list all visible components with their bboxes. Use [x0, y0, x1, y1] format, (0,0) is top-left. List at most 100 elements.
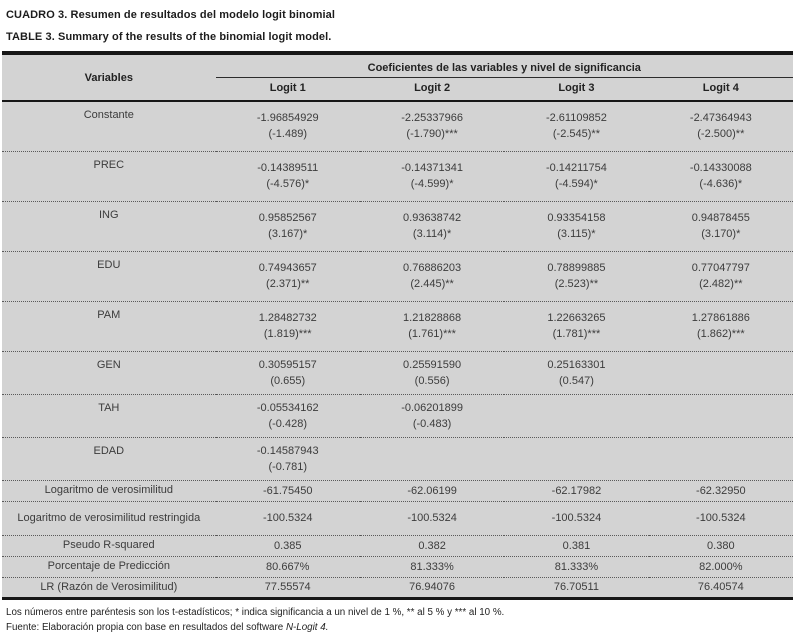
t-statistic: (1.819)*** — [263, 328, 312, 340]
statistic-name: Logaritmo de verosimilitud — [44, 484, 173, 496]
coef-cell: 0.93638742 (3.114)* — [360, 201, 504, 251]
coef-cell: 1.27861886 (1.862)*** — [649, 301, 793, 351]
coef-cell: -0.05534162 (-0.428) — [216, 394, 360, 437]
coef-cell: -0.14587943 (-0.781) — [216, 437, 360, 480]
statistic-value: -62.17982 — [551, 484, 602, 497]
coefficient-value: 0.93354158 — [547, 212, 606, 224]
coefficient-value: 1.27861886 — [691, 312, 750, 324]
coefficient-value: -0.14211754 — [545, 162, 607, 174]
t-statistic: (2.523)** — [554, 278, 599, 290]
coef-cell: 0.30595157 (0.655) — [216, 351, 360, 394]
table-row-log-likelihood: Logaritmo de verosimilitud -61.75450 -62… — [2, 480, 793, 501]
statistic-value: -100.5324 — [262, 512, 313, 524]
coef-cell: 0.77047797 (2.482)** — [649, 251, 793, 301]
statistic-value: 76.40574 — [697, 581, 744, 593]
statistic-value: 0.382 — [418, 539, 446, 552]
statistic-value: -100.5324 — [696, 512, 746, 524]
t-statistic: (2.371)** — [266, 278, 310, 290]
coefficient-value: 0.25163301 — [547, 358, 606, 371]
coefficient-value: 0.93638742 — [403, 212, 462, 224]
coef-cell — [360, 437, 504, 480]
statistic-value: 0.380 — [707, 539, 735, 552]
variable-name: GEN — [96, 358, 121, 371]
coefficients-group-header: Coeficientes de las variables y nivel de… — [215, 53, 793, 78]
coef-cell: -0.14371341 (-4.599)* — [360, 151, 504, 201]
table-row-likelihood-ratio: LR (Razón de Verosimilitud) 77.55574 76.… — [2, 577, 793, 598]
coef-cell: 1.22663265 (1.781)*** — [504, 301, 648, 351]
t-statistic: (1.761)*** — [408, 328, 456, 340]
statistic-value: -61.75450 — [262, 484, 313, 497]
statistic-value: -100.5324 — [551, 512, 602, 524]
variable-name: ING — [99, 208, 119, 221]
coefficient-value: 0.95852567 — [258, 212, 317, 224]
coefficient-value: -0.14371341 — [401, 162, 463, 174]
coef-cell: 1.21828868 (1.761)*** — [360, 301, 504, 351]
t-statistic: (0.556) — [414, 374, 450, 387]
statistic-value: 81.333% — [554, 560, 599, 573]
coef-cell: 0.94878455 (3.170)* — [649, 201, 793, 251]
table-row-edu: EDU 0.74943657 (2.371)** 0.76886203 (2.445… — [2, 251, 793, 301]
coef-cell: 0.25591590 (0.556) — [360, 351, 504, 394]
variable-name: EDAD — [93, 444, 125, 457]
table-row-ing: ING 0.95852567 (3.167)* 0.93638742 (3.114)… — [2, 201, 793, 251]
table-row-restricted-log-likelihood: Logaritmo de verosimilitud restringida -… — [2, 501, 793, 535]
coefficient-value: 0.77047797 — [691, 262, 750, 274]
statistic-name: LR (Razón de Verosimilitud) — [40, 580, 178, 593]
coef-cell: -0.14330088 (-4.636)* — [649, 151, 793, 201]
statistic-value: 77.55574 — [264, 581, 311, 593]
statistic-value: -62.32950 — [696, 484, 746, 497]
statistic-value: 76.70511 — [553, 581, 599, 593]
t-statistic: (0.547) — [559, 374, 594, 387]
column-header-logit2: Logit 2 — [414, 82, 451, 94]
statistic-value: -62.06199 — [407, 484, 457, 497]
t-statistic: (2.445)** — [410, 278, 454, 290]
t-statistic: (3.170)* — [701, 228, 741, 240]
statistic-value: 0.381 — [562, 539, 591, 552]
coefficient-value: 1.22663265 — [547, 312, 606, 324]
variable-name: PREC — [93, 158, 125, 171]
coef-cell: -2.25337966 (-1.790)*** — [360, 101, 504, 151]
coefficient-value: -2.47364943 — [689, 112, 752, 125]
statistic-name: Porcentaje de Predicción — [47, 560, 170, 572]
table-row-pseudo-r-squared: Pseudo R-squared 0.385 0.382 0.381 0.380 — [2, 535, 793, 556]
t-statistic: (-4.576)* — [266, 178, 310, 190]
t-statistic: (3.115)* — [557, 228, 596, 240]
coefficient-value: -0.06201899 — [401, 401, 463, 414]
coefficient-value: 0.76886203 — [403, 262, 462, 274]
coefficient-value: 1.28482732 — [258, 312, 317, 324]
column-header-logit4: Logit 4 — [702, 82, 739, 94]
variable-name: PAM — [97, 308, 121, 321]
statistic-value: 0.385 — [273, 539, 302, 552]
t-statistic: (3.167)* — [268, 228, 308, 240]
table-row-pam: PAM 1.28482732 (1.819)*** 1.21828868 (1.76… — [2, 301, 793, 351]
table-row-prediction-percentage: Porcentaje de Predicción 80.667% 81.333%… — [2, 556, 793, 577]
variable-name: Constante — [83, 109, 134, 121]
coef-cell: -1.96854929 (-1.489) — [216, 101, 360, 151]
t-statistic: (-2.545)** — [552, 128, 600, 141]
t-statistic: (-1.489) — [268, 128, 308, 141]
t-statistic: (-0.781) — [268, 460, 308, 473]
table-title-english: TABLE 3. Summary of the results of the b… — [6, 31, 332, 43]
statistic-value: 80.667% — [266, 560, 310, 573]
coef-cell: -2.47364943 (-2.500)** — [649, 101, 793, 151]
coefficient-value: -0.14330088 — [689, 162, 752, 174]
coefficient-value: -0.14587943 — [256, 444, 319, 457]
t-statistic: (-0.428) — [268, 417, 308, 430]
coef-cell: 0.76886203 (2.445)** — [360, 251, 504, 301]
t-statistic: (-0.483) — [412, 417, 452, 430]
coefficient-value: 0.94878455 — [691, 212, 750, 224]
coefficient-value: 0.78899885 — [547, 262, 606, 274]
coefficient-value: 0.30595157 — [258, 358, 317, 371]
coef-cell: 0.95852567 (3.167)* — [216, 201, 360, 251]
results-table: Variables Coeficientes de las variables … — [2, 51, 793, 600]
coef-cell — [504, 394, 648, 437]
table-row-tah: TAH -0.05534162 (-0.428) -0.06201899 (-0.4… — [2, 394, 793, 437]
table-row-prec: PREC -0.14389511 (-4.576)* -0.14371341 (-4… — [2, 151, 793, 201]
source-note: Fuente: Elaboración propia con base en r… — [6, 620, 793, 635]
t-statistic: (1.781)*** — [552, 328, 601, 340]
coef-cell: 0.78899885 (2.523)** — [504, 251, 648, 301]
coef-cell: 1.28482732 (1.819)*** — [216, 301, 360, 351]
statistic-value: -100.5324 — [407, 512, 457, 524]
coef-cell — [504, 437, 648, 480]
